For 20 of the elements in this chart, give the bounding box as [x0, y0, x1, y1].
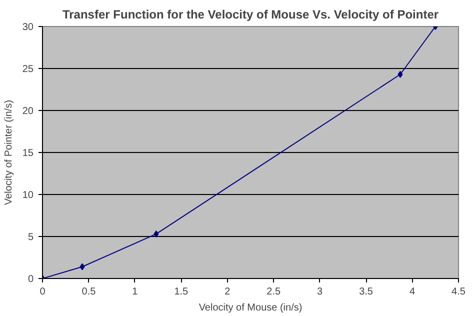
y-tick-label: 25 [22, 64, 34, 75]
y-axis-title: Velocity of Pointer (in/s) [3, 100, 14, 206]
y-tick-label: 30 [22, 22, 34, 33]
y-tick-label: 0 [28, 274, 34, 285]
x-tick-label: 2 [224, 286, 231, 298]
x-tick-label: 4.5 [452, 286, 466, 298]
x-tick-label: 3.5 [359, 286, 374, 298]
x-tick-label: 2.5 [266, 286, 281, 298]
y-tick-label: 10 [22, 190, 34, 201]
y-tick-label: 5 [28, 232, 34, 243]
chart-title: Transfer Function for the Velocity of Mouse Vs. Velocity of Pointer [62, 8, 439, 22]
x-tick-label: 0 [40, 286, 46, 298]
x-axis-title: Velocity of Mouse (in/s) [198, 302, 302, 314]
y-tick-label: 15 [22, 148, 34, 159]
x-tick-label: 1.5 [174, 286, 189, 298]
x-tick-label: 1 [132, 286, 138, 298]
x-tick-label: 0.5 [82, 286, 96, 298]
y-tick-label: 20 [22, 106, 34, 117]
x-tick-label: 3 [317, 286, 324, 298]
x-tick-label: 4 [409, 286, 416, 298]
